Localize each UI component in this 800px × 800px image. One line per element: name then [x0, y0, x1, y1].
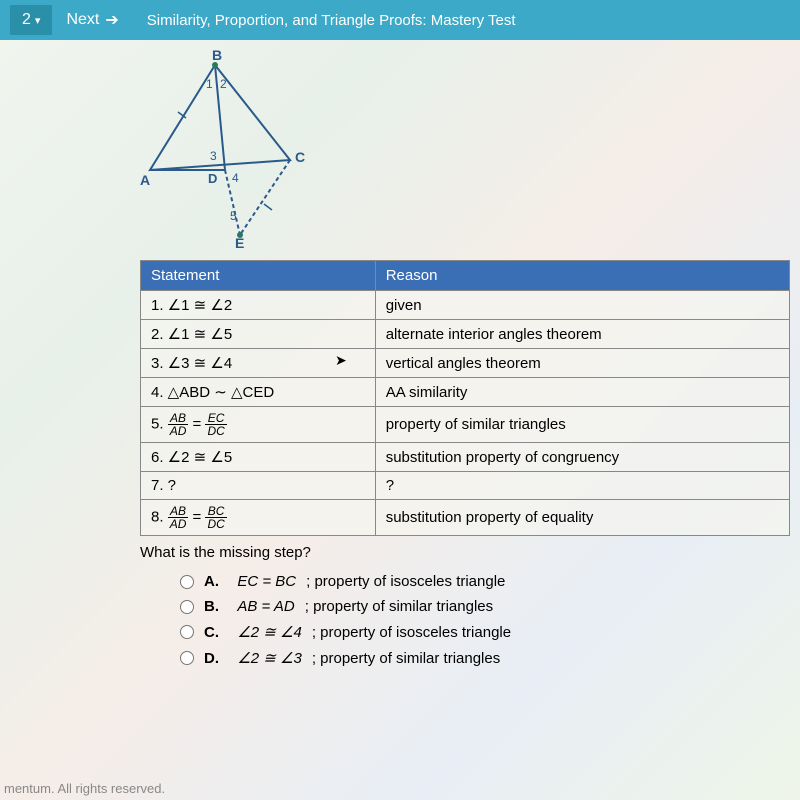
- statement-cell: 4. △ABD ∼ △CED: [141, 378, 376, 407]
- question-number: 2: [22, 11, 31, 29]
- option-A[interactable]: A. EC = BC ; property of isosceles triang…: [180, 569, 800, 594]
- statement-cell: 2. ∠1 ≅ ∠5: [141, 320, 376, 349]
- option-rest: ; property of similar triangles: [312, 650, 500, 667]
- option-C[interactable]: C. ∠2 ≅ ∠4 ; property of isosceles triang…: [180, 619, 800, 645]
- table-row: 2. ∠1 ≅ ∠5alternate interior angles theo…: [141, 320, 790, 349]
- label-D: D: [208, 171, 217, 186]
- label-B: B: [212, 50, 222, 63]
- label-E: E: [235, 235, 244, 250]
- next-button[interactable]: Next ➔: [52, 4, 132, 36]
- next-label: Next: [66, 11, 99, 29]
- proof-table: Statement Reason 1. ∠1 ≅ ∠2given2. ∠1 ≅ …: [140, 260, 790, 536]
- reason-cell: AA similarity: [375, 378, 789, 407]
- triangle-diagram: B A C D E 1 2 3 4 5: [140, 50, 320, 250]
- reason-cell: substitution property of equality: [375, 500, 789, 536]
- angle-2: 2: [220, 77, 227, 91]
- option-math: EC = BC: [229, 573, 296, 590]
- option-letter: B.: [204, 598, 219, 615]
- angle-5: 5: [230, 209, 237, 223]
- reason-cell: vertical angles theorem: [375, 349, 789, 378]
- statement-cell: 7. ?: [141, 472, 376, 500]
- reason-cell: substitution property of congruency: [375, 443, 789, 472]
- reason-cell: given: [375, 291, 789, 320]
- statement-cell: 8. ABAD = BCDC: [141, 500, 376, 536]
- table-row: 1. ∠1 ≅ ∠2given: [141, 291, 790, 320]
- cursor-icon: ➤: [335, 352, 347, 369]
- statement-cell: 6. ∠2 ≅ ∠5: [141, 443, 376, 472]
- angle-1: 1: [206, 77, 213, 91]
- table-row: 3. ∠3 ≅ ∠4vertical angles theorem: [141, 349, 790, 378]
- options-group: A. EC = BC ; property of isosceles triang…: [180, 569, 800, 671]
- table-row: 5. ABAD = ECDCproperty of similar triang…: [141, 407, 790, 443]
- label-C: C: [295, 149, 305, 165]
- next-arrow-icon: ➔: [105, 10, 118, 30]
- header-reason: Reason: [375, 261, 789, 291]
- chevron-down-icon: ▾: [35, 14, 41, 27]
- option-B[interactable]: B. AB = AD ; property of similar triangle…: [180, 594, 800, 619]
- option-radio[interactable]: [180, 625, 194, 639]
- option-math: ∠2 ≅ ∠3: [229, 649, 302, 667]
- reason-cell: property of similar triangles: [375, 407, 789, 443]
- reason-cell: ?: [375, 472, 789, 500]
- reason-cell: alternate interior angles theorem: [375, 320, 789, 349]
- option-letter: A.: [204, 573, 219, 590]
- page-title: Similarity, Proportion, and Triangle Pro…: [133, 6, 530, 35]
- option-letter: C.: [204, 624, 219, 641]
- option-radio[interactable]: [180, 600, 194, 614]
- table-row: 7. ??: [141, 472, 790, 500]
- content-area: B A C D E 1 2 3 4 5 Statement Reason 1. …: [0, 40, 800, 800]
- table-row: 6. ∠2 ≅ ∠5substitution property of congr…: [141, 443, 790, 472]
- option-rest: ; property of similar triangles: [305, 598, 493, 615]
- option-radio[interactable]: [180, 575, 194, 589]
- statement-cell: 1. ∠1 ≅ ∠2: [141, 291, 376, 320]
- angle-3: 3: [210, 149, 217, 163]
- option-letter: D.: [204, 650, 219, 667]
- header-bar: 2 ▾ Next ➔ Similarity, Proportion, and T…: [0, 0, 800, 40]
- option-rest: ; property of isosceles triangle: [312, 624, 511, 641]
- option-D[interactable]: D. ∠2 ≅ ∠3 ; property of similar triangle…: [180, 645, 800, 671]
- option-radio[interactable]: [180, 651, 194, 665]
- footer-text: mentum. All rights reserved.: [0, 777, 169, 800]
- option-math: AB = AD: [229, 598, 295, 615]
- statement-cell: 5. ABAD = ECDC: [141, 407, 376, 443]
- question-number-dropdown[interactable]: 2 ▾: [10, 5, 52, 35]
- question-text: What is the missing step?: [140, 544, 800, 561]
- option-math: ∠2 ≅ ∠4: [229, 623, 302, 641]
- header-statement: Statement: [141, 261, 376, 291]
- table-row: 4. △ABD ∼ △CEDAA similarity: [141, 378, 790, 407]
- table-row: 8. ABAD = BCDCsubstitution property of e…: [141, 500, 790, 536]
- option-rest: ; property of isosceles triangle: [306, 573, 505, 590]
- angle-4: 4: [232, 171, 239, 185]
- label-A: A: [140, 172, 150, 188]
